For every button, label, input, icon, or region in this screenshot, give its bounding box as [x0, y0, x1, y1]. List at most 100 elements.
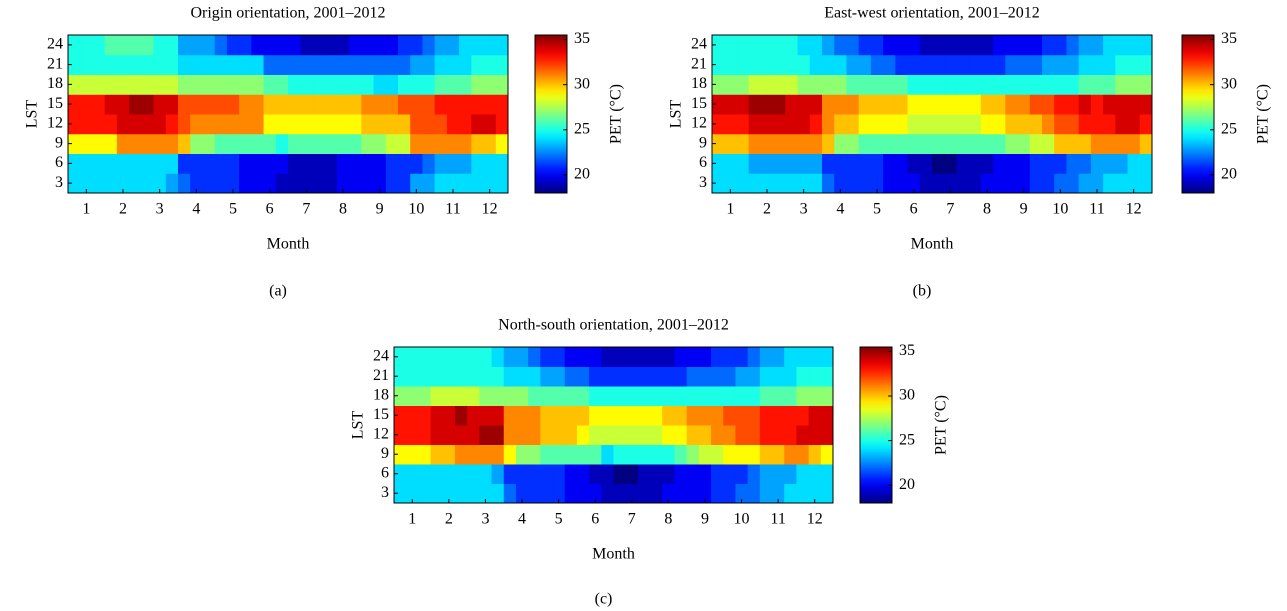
heatmap-cell: [564, 444, 578, 465]
heatmap-cell: [1103, 74, 1116, 95]
heatmap-cell: [141, 54, 155, 75]
heatmap-cell: [650, 464, 663, 484]
heatmap-cell: [495, 114, 509, 135]
heatmap-cell: [589, 464, 602, 484]
heatmap-cell: [336, 94, 350, 115]
heatmap-cell: [251, 94, 265, 115]
heatmap-cell: [772, 464, 785, 484]
heatmap-cell: [1042, 173, 1055, 194]
heatmap-cell: [1115, 153, 1129, 174]
heatmap-cell: [883, 74, 896, 95]
heatmap-cell: [1005, 114, 1019, 135]
heatmap-cell: [796, 405, 810, 426]
heatmap-cell: [288, 74, 301, 95]
heatmap-cell: [300, 74, 313, 95]
heatmap-cell: [1103, 114, 1116, 135]
heatmap-cell: [686, 366, 700, 387]
heatmap-cell: [226, 35, 240, 56]
heatmap-cell: [190, 114, 203, 135]
heatmap-cell: [459, 74, 472, 95]
heatmap-cell: [129, 74, 142, 95]
heatmap-cell: [759, 405, 773, 426]
heatmap-cell: [418, 464, 432, 484]
heatmap-cell: [1139, 114, 1153, 135]
heatmap-cell: [944, 74, 957, 95]
heatmap-cell: [662, 444, 675, 465]
heatmap-cell: [467, 366, 480, 387]
heatmap-cell: [883, 133, 896, 154]
heatmap-cell: [467, 483, 480, 504]
heatmap-cell: [288, 173, 301, 194]
panel-label: (a): [269, 283, 287, 300]
heatmap-cell: [1042, 74, 1055, 95]
heatmap-cell: [759, 386, 773, 406]
heatmap-cell: [1103, 35, 1116, 56]
heatmap-cell: [503, 386, 517, 406]
heatmap-cell: [809, 133, 823, 154]
heatmap-cell: [674, 405, 688, 426]
heatmap-cell: [1005, 153, 1019, 174]
heatmap-cell: [165, 173, 179, 194]
heatmap-cell: [968, 54, 982, 75]
heatmap-cell: [625, 386, 639, 406]
heatmap-cell: [858, 173, 872, 194]
heatmap-cell: [528, 405, 541, 426]
heatmap-cell: [467, 347, 480, 367]
heatmap-cell: [459, 35, 472, 56]
chart-title: East-west orientation, 2001–2012: [824, 5, 1040, 22]
heatmap-cell: [202, 173, 216, 194]
heatmap-cell: [785, 133, 799, 154]
y-tick-label: 15: [47, 95, 63, 112]
heatmap-cell: [822, 54, 835, 75]
heatmap-cell: [662, 347, 675, 367]
heatmap-cell: [92, 173, 106, 194]
heatmap-cell: [495, 54, 509, 75]
heatmap-cell: [650, 386, 663, 406]
heatmap-cell: [747, 483, 761, 504]
heatmap-cell: [808, 366, 822, 387]
heatmap-cell: [495, 74, 509, 95]
heatmap-cell: [104, 94, 118, 115]
heatmap-cell: [92, 35, 106, 56]
heatmap-cell: [263, 114, 277, 135]
x-tick-label: 8: [664, 511, 672, 528]
heatmap-cell: [434, 54, 448, 75]
heatmap-cell: [895, 94, 909, 115]
colorbar-tick-label: 20: [899, 476, 915, 493]
heatmap-cell: [1115, 133, 1129, 154]
heatmap-cell: [214, 114, 228, 135]
heatmap-cell: [723, 483, 736, 504]
colorbar-tick-label: 25: [574, 120, 590, 137]
heatmap-cell: [723, 464, 736, 484]
heatmap-cell: [442, 444, 456, 465]
heatmap-cell: [1103, 173, 1116, 194]
heatmap-cell: [430, 444, 444, 465]
heatmap-cell: [141, 114, 155, 135]
heatmap-cell: [784, 464, 797, 484]
heatmap-cell: [895, 153, 909, 174]
heatmap-cell: [528, 425, 541, 445]
heatmap-cell: [858, 153, 872, 174]
heatmap-cell: [698, 464, 712, 484]
heatmap-cell: [80, 114, 93, 135]
heatmap-cell: [674, 366, 688, 387]
heatmap-cell: [1029, 133, 1043, 154]
heatmap-cell: [650, 483, 663, 504]
heatmap-cell: [870, 153, 884, 174]
heatmap-cell: [446, 153, 460, 174]
heatmap-cell: [993, 74, 1006, 95]
heatmap-cell: [736, 133, 750, 154]
heatmap-cell: [809, 153, 823, 174]
heatmap-cell: [589, 444, 602, 465]
heatmap-cell: [483, 94, 497, 115]
heatmap-cell: [454, 483, 468, 504]
heatmap-cell: [625, 405, 639, 426]
heatmap-cell: [251, 114, 265, 135]
heatmap-cell: [760, 133, 774, 154]
heatmap-cell: [406, 386, 419, 406]
heatmap-cell: [785, 114, 799, 135]
heatmap-cell: [637, 386, 651, 406]
heatmap-cell: [239, 114, 252, 135]
heatmap-cell: [68, 94, 81, 115]
y-tick-label: 12: [691, 115, 707, 132]
